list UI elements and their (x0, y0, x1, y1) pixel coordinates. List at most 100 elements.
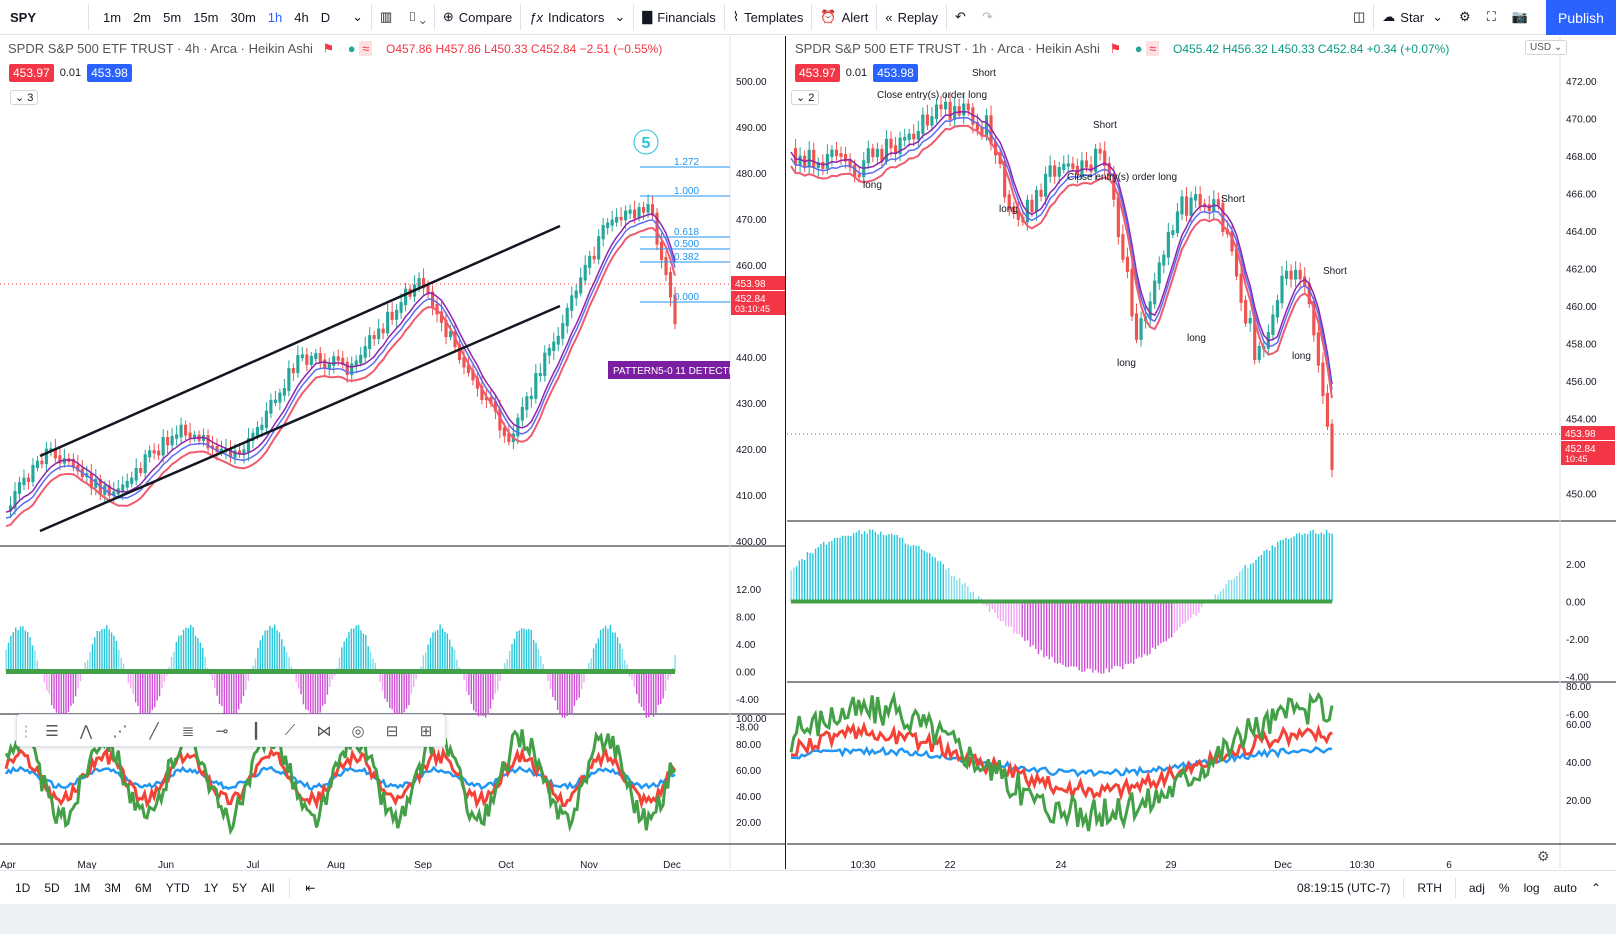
currency-selector[interactable]: USD ⌄ (1525, 40, 1568, 55)
redo-icon[interactable]: ↷ (981, 9, 993, 24)
gann-icon[interactable]: ◎ (351, 722, 365, 740)
adj-toggle[interactable]: adj (1468, 880, 1485, 895)
interval-5m[interactable]: 5m (163, 9, 182, 25)
trend-line-icon[interactable]: ╱ (149, 722, 159, 740)
session-toggle[interactable]: RTH (1417, 880, 1442, 895)
interval-dropdown-icon[interactable]: ⌄ (352, 9, 364, 24)
horizontal-lines-icon[interactable]: ☰ (45, 722, 59, 740)
osc-histogram-bar (561, 671, 564, 718)
osc-histogram-bar (106, 625, 108, 672)
right-sell-button[interactable]: 453.97 (795, 64, 840, 82)
left-sell-button[interactable]: 453.97 (9, 64, 54, 82)
abc-pattern-icon[interactable]: ⋀ (79, 722, 93, 740)
osc-histogram-bar (520, 628, 523, 672)
osc-histogram-bar (1309, 530, 1312, 602)
range-1d[interactable]: 1D (15, 880, 31, 895)
publish-button[interactable]: Publish (1546, 0, 1616, 35)
interval-1m[interactable]: 1m (103, 9, 122, 25)
bars-pattern-icon[interactable]: ┃ (251, 722, 261, 740)
collapse-panel-icon[interactable]: ⌃ (1590, 880, 1601, 895)
range-all[interactable]: All (261, 880, 275, 895)
left-chart-pane[interactable]: 500.00490.00480.00470.00460.00450.00440.… (0, 36, 786, 871)
right-chart-pane[interactable]: 472.00 470.00 468.00 466.00 464.00 462.00 460.… (787, 36, 1616, 871)
osc-histogram-bar (660, 671, 662, 705)
range-5d[interactable]: 5D (44, 880, 60, 895)
interval-30m[interactable]: 30m (230, 9, 256, 25)
right-buy-button[interactable]: 453.98 (873, 64, 918, 82)
flag-icon[interactable]: ⚑ (1109, 41, 1122, 56)
compare-button[interactable]: ⊕ Compare (435, 0, 520, 35)
osc-histogram-bar (446, 633, 449, 672)
symbol-search[interactable]: SPY (10, 9, 37, 25)
indicators-button[interactable]: ƒx Indicators ⌄ (521, 0, 633, 35)
candle-body (390, 311, 394, 320)
range-1m[interactable]: 1M (73, 880, 91, 895)
replay-button[interactable]: «Replay (877, 0, 946, 35)
goto-date-icon[interactable]: ⇤ (305, 880, 316, 895)
candle-body (457, 344, 462, 361)
range-1y[interactable]: 1Y (203, 880, 219, 895)
camera-icon[interactable]: 📷 (1511, 9, 1528, 24)
candles-style-icon[interactable]: ⌷ ⌄ (408, 9, 426, 24)
candle-body (889, 138, 893, 149)
percent-toggle[interactable]: % (1498, 880, 1510, 895)
undo-icon[interactable]: ↶ (955, 9, 966, 24)
gear-icon[interactable]: ⚙ (1459, 9, 1471, 24)
range-3m[interactable]: 3M (104, 880, 122, 895)
interval-2m[interactable]: 2m (133, 9, 152, 25)
fullscreen-icon[interactable]: ⛶ (1486, 9, 1496, 24)
line-tool-icon[interactable]: ⟋ (284, 722, 296, 739)
candle-body (480, 385, 484, 400)
candle-body (179, 424, 183, 438)
candle-body (251, 432, 255, 441)
osc-histogram-bar (1176, 601, 1178, 631)
chart-settings-gear-icon[interactable]: ⚙ (1537, 848, 1550, 864)
templates-button[interactable]: ⌇ Templates (725, 0, 812, 35)
range-5y[interactable]: 5Y (232, 880, 248, 895)
interval-1h[interactable]: 1h (267, 9, 283, 25)
osc-histogram-bar (645, 671, 648, 718)
interval-4h[interactable]: 4h (294, 9, 309, 25)
osc-histogram-bar (1035, 601, 1037, 650)
osc-histogram-bar (413, 671, 415, 688)
auto-toggle[interactable]: auto (1553, 880, 1577, 895)
osc-histogram-bar (648, 671, 650, 718)
layout-icon[interactable]: ◫ (1353, 9, 1366, 24)
range-6m[interactable]: 6M (135, 880, 152, 895)
trade-annotation: Short (1221, 194, 1245, 205)
osc-histogram-bar (516, 631, 518, 672)
osc-histogram-bar (223, 671, 226, 714)
measure-icon[interactable]: ⊞ (419, 722, 433, 740)
osc-histogram-bar (110, 632, 113, 672)
left-buy-button[interactable]: 453.98 (87, 64, 132, 82)
financials-button[interactable]: ▇ Financials (634, 0, 724, 35)
projection-icon[interactable]: ⊟ (385, 722, 399, 740)
candle-body (1275, 300, 1280, 318)
star-layout-button[interactable]: ☁ Star ⌄ (1374, 0, 1451, 35)
osc-histogram-bar (640, 671, 643, 707)
candle-body (377, 328, 381, 340)
interval-D[interactable]: D (320, 9, 331, 25)
xabcd-icon[interactable]: ⋈ (316, 722, 332, 740)
flag-icon[interactable]: ⚑ (322, 41, 335, 56)
osc-histogram-bar (26, 632, 29, 672)
osc-histogram-bar (790, 570, 792, 602)
clock-display[interactable]: 08:19:15 (UTC-7) (1297, 880, 1391, 895)
horizontal-ray-icon[interactable]: ⊸ (215, 722, 229, 740)
right-chart-canvas[interactable]: 472.00 470.00 468.00 466.00 464.00 462.00 460.… (787, 36, 1616, 871)
log-toggle[interactable]: log (1523, 880, 1540, 895)
candle-body (439, 311, 444, 323)
fib-icon[interactable]: ≣ (181, 722, 195, 740)
bar-style-icon[interactable]: ▥ (380, 9, 393, 24)
osc-histogram-bar (1086, 601, 1089, 669)
left-chart-canvas[interactable]: 500.00490.00480.00470.00460.00450.00440.… (0, 36, 786, 871)
fib-level-label: 1.272 (674, 157, 699, 168)
range-ytd[interactable]: YTD (165, 880, 190, 895)
elliott-wave-icon[interactable]: ⋰ (112, 722, 128, 740)
osc-histogram-bar (1056, 601, 1059, 664)
interval-15m[interactable]: 15m (193, 9, 219, 25)
drag-handle-icon[interactable]: ⋮ (18, 722, 34, 740)
left-indicators-collapse[interactable]: ⌄ 3 (10, 90, 39, 105)
alert-button[interactable]: ⏰ Alert (812, 0, 876, 35)
right-indicators-collapse[interactable]: ⌄ 2 (791, 90, 820, 105)
